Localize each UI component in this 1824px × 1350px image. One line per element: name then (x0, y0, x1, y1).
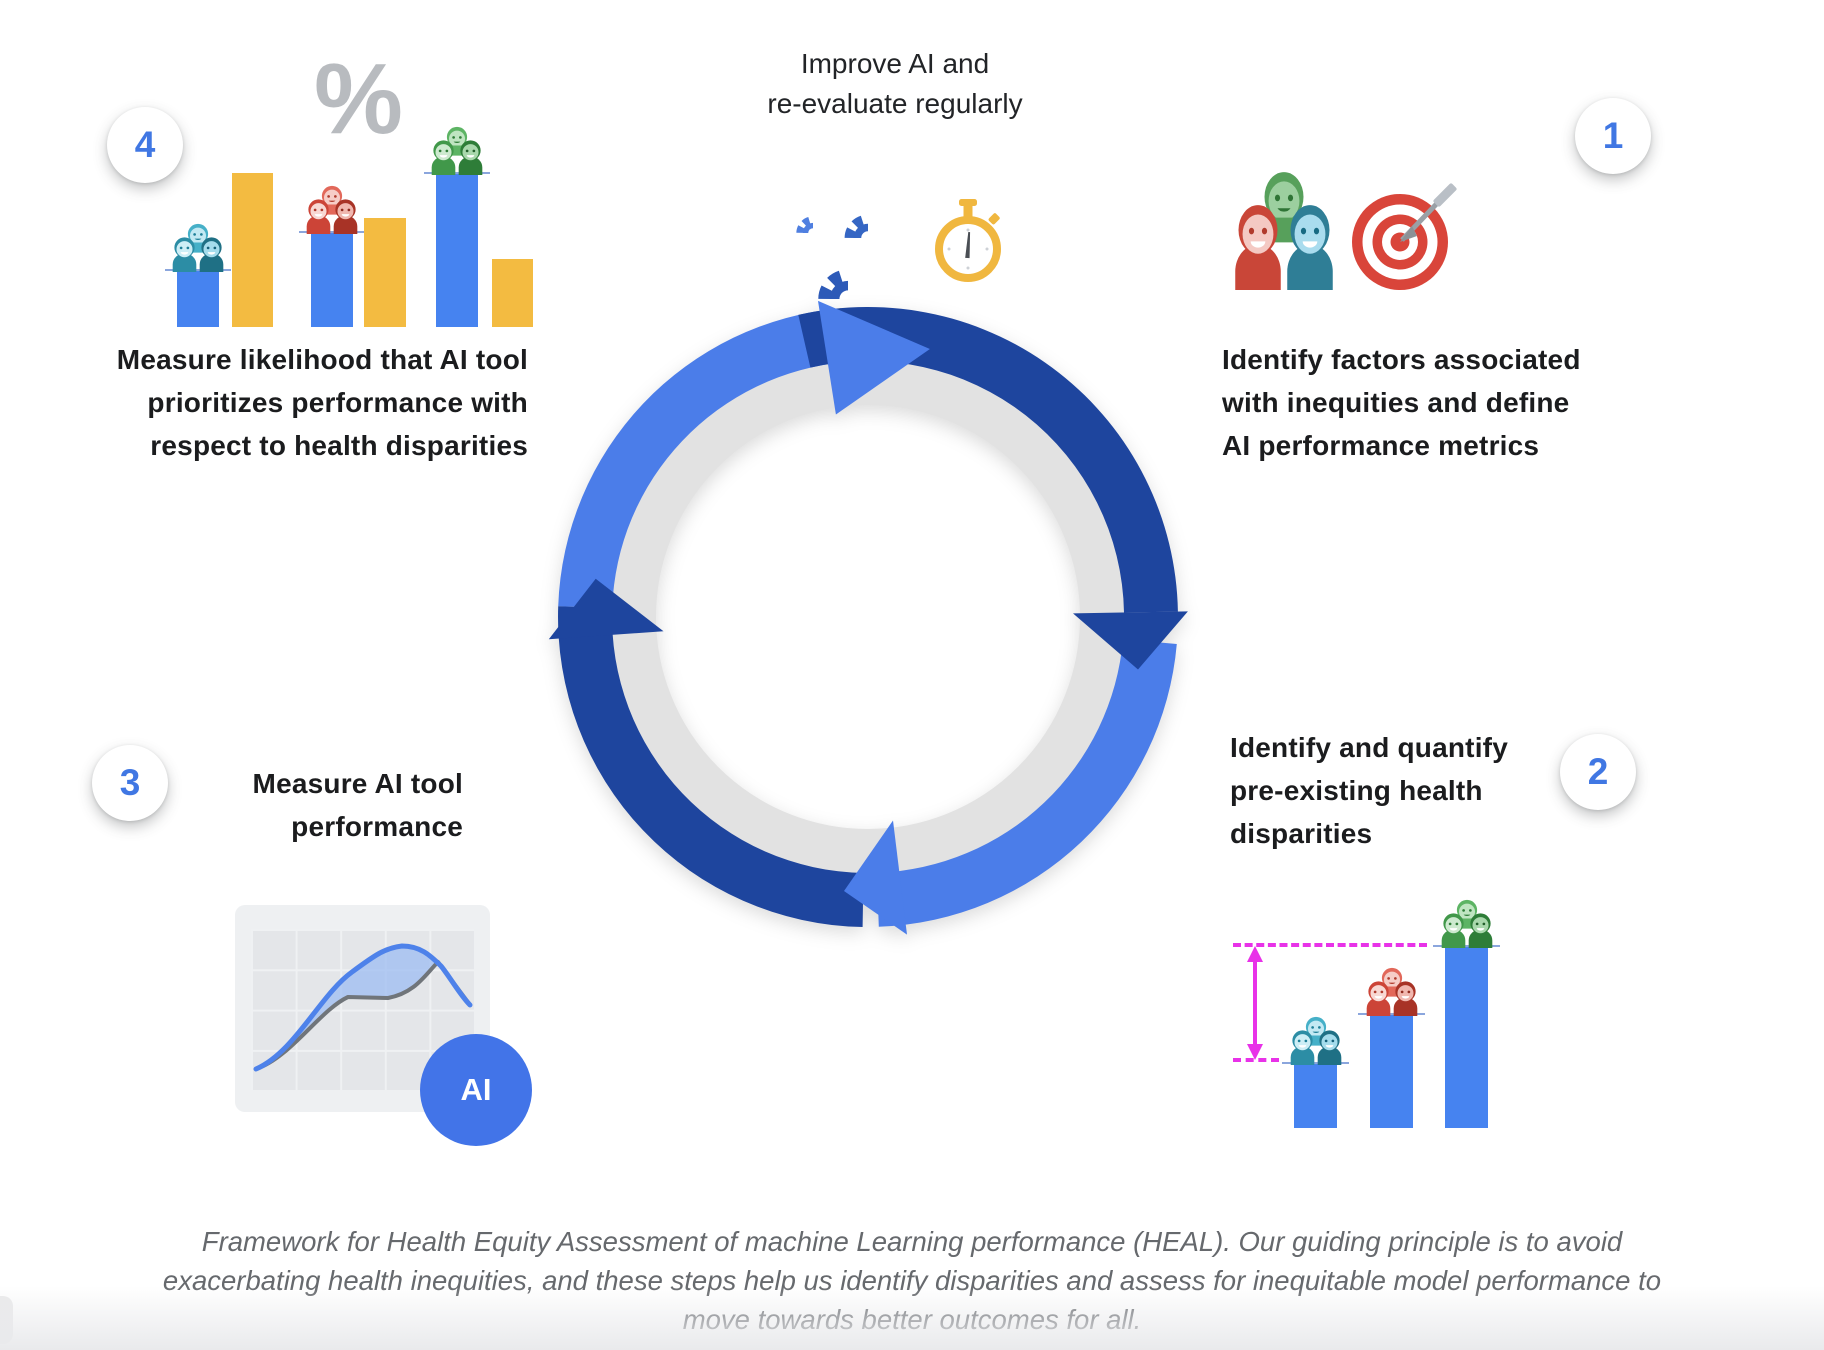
ai-badge: AI (420, 1034, 532, 1146)
cycle-label-line1: Improve AI and (800, 48, 990, 79)
stopwatch-icon (935, 199, 1001, 282)
bar-teal (1282, 1063, 1349, 1128)
percent-icon: % (314, 43, 403, 155)
step-4-digit: 4 (134, 124, 156, 165)
cycle-arrow-left (548, 578, 664, 640)
step-2-digit: 2 (1587, 751, 1609, 792)
step-1-number: 1 (1575, 98, 1651, 174)
cycle-arrow-right (1073, 611, 1188, 670)
bar-red (1358, 1014, 1425, 1128)
target-icon (1352, 183, 1457, 290)
cycle-label-line2: re-evaluate regularly (767, 88, 1023, 119)
people-group-icon (1289, 1016, 1343, 1065)
step-3-digit: 3 (119, 762, 141, 803)
step-1-text: Identify factors associated with inequit… (1222, 344, 1581, 461)
disparity-dashed-line-low (1233, 1058, 1279, 1062)
people-group-icon (1440, 899, 1494, 948)
disparity-dashed-line-high (1233, 943, 1427, 947)
people-group-icon (171, 223, 225, 272)
people-group-icon (430, 126, 484, 175)
line-chart-icon (253, 943, 473, 1072)
ai-curve (253, 943, 473, 1072)
cycle-label: Improve AI and re-evaluate regularly (767, 44, 1022, 124)
step-4-number: 4 (107, 107, 183, 183)
inner-gray-ring (612, 361, 1124, 873)
step-4-text: Measure likelihood that AI tool prioriti… (116, 344, 528, 461)
performance-chart-card (235, 905, 490, 1112)
disparity-gap-arrow (1247, 946, 1263, 1060)
people-group-icon (305, 185, 359, 234)
bar-yellow-green-group (492, 259, 533, 327)
step-2-number: 2 (1560, 734, 1636, 810)
bar-green (1433, 946, 1500, 1128)
cycle-arrow-top (818, 300, 930, 415)
people-group-icon (1365, 967, 1419, 1016)
bar-blue-teal-group (165, 270, 231, 327)
gears-icon (770, 182, 890, 302)
step-3-number: 3 (92, 745, 168, 821)
bottom-gradient (0, 1286, 1824, 1350)
chart-grid (251, 929, 474, 1090)
step-2-text: Identify and quantify pre-existing healt… (1230, 732, 1508, 849)
bar-yellow-red-group (364, 218, 406, 327)
baseline-curve (255, 960, 472, 1071)
cycle-arrow-bottom (844, 820, 907, 935)
bar-yellow-teal-group (232, 173, 273, 327)
disparities-bar-chart (1282, 885, 1500, 1128)
bar-blue-green-group (424, 173, 490, 327)
bar-blue-red-group (299, 232, 365, 327)
step-3-text: Measure AI tool performance (252, 768, 463, 842)
people-group-icon (1232, 170, 1336, 290)
cycle-ring (548, 300, 1188, 935)
likelihood-bar-chart (160, 110, 550, 327)
step-1-digit: 1 (1602, 115, 1624, 156)
